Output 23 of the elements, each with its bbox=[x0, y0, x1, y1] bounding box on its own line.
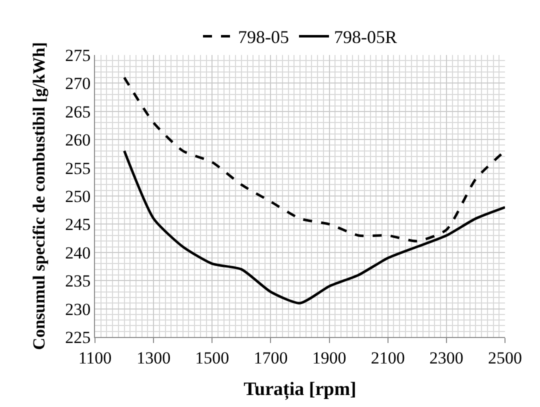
y-tick-label: 270 bbox=[65, 74, 91, 94]
y-tick-label: 245 bbox=[65, 215, 91, 234]
y-tick-label: 235 bbox=[65, 272, 91, 291]
y-tick-label: 230 bbox=[65, 300, 91, 319]
y-axis-title: Consumul specific de combustibil [g/kWh] bbox=[30, 42, 49, 350]
legend-label: 798-05 bbox=[238, 27, 289, 48]
x-tick-label: 1500 bbox=[195, 348, 230, 368]
x-tick-label: 1300 bbox=[136, 348, 171, 368]
x-tick-label: 2300 bbox=[429, 348, 464, 368]
y-tick-label: 275 bbox=[65, 46, 91, 65]
x-axis-title: Turația [rpm] bbox=[244, 379, 356, 400]
y-tick-label: 225 bbox=[65, 328, 91, 347]
y-tick-label: 260 bbox=[65, 130, 91, 150]
y-tick-label: 255 bbox=[65, 158, 91, 178]
y-tick-label: 250 bbox=[65, 186, 91, 206]
x-tick-label: 1100 bbox=[78, 348, 112, 368]
y-tick-label: 265 bbox=[65, 102, 91, 122]
x-tick-label: 2100 bbox=[370, 348, 405, 368]
x-tick-label: 1700 bbox=[254, 348, 288, 368]
y-tick-label: 240 bbox=[65, 243, 91, 262]
legend-label: 798-05R bbox=[334, 27, 397, 48]
x-tick-label: 1900 bbox=[312, 348, 346, 368]
x-tick-label: 2500 bbox=[488, 348, 522, 368]
